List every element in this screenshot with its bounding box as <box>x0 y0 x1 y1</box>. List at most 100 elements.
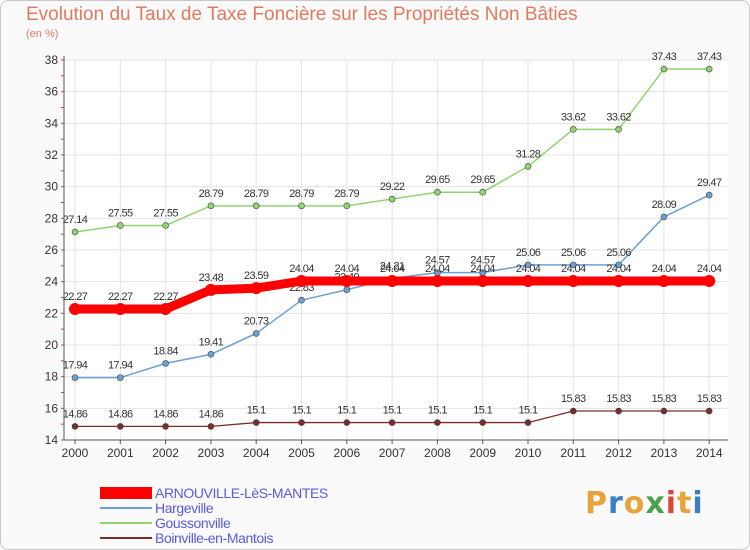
data-point <box>524 261 532 269</box>
data-label: 28.79 <box>335 188 360 200</box>
data-label: 29.47 <box>697 177 722 189</box>
data-label: 24.04 <box>652 263 677 275</box>
x-tick-label: 2000 <box>62 446 89 460</box>
data-label: 24.57 <box>425 255 450 267</box>
data-point <box>612 275 625 288</box>
legend-item: Hargeville <box>100 500 214 516</box>
data-label: 27.55 <box>108 207 133 219</box>
x-tick-label: 2014 <box>696 446 723 460</box>
x-tick-label: 2008 <box>424 446 451 460</box>
data-label: 28.79 <box>199 188 224 200</box>
data-label: 15.1 <box>428 405 447 417</box>
data-point <box>252 419 260 426</box>
data-point <box>298 202 305 210</box>
data-point <box>434 188 441 196</box>
data-label: 24.04 <box>380 263 405 275</box>
data-point <box>524 163 532 170</box>
y-tick-label: 16 <box>45 401 59 415</box>
y-tick-label: 18 <box>45 370 59 384</box>
legend-label: Goussonville <box>155 515 231 531</box>
logo-letter: t <box>677 486 693 521</box>
data-label: 24.04 <box>516 263 541 275</box>
data-label: 27.14 <box>63 214 88 226</box>
data-label: 15.83 <box>561 393 586 405</box>
data-label: 25.06 <box>516 247 541 259</box>
data-label: 17.94 <box>108 360 133 372</box>
data-label: 24.04 <box>335 263 360 275</box>
data-label: 15.83 <box>606 393 631 405</box>
data-point <box>476 275 489 288</box>
x-tick-label: 2005 <box>288 446 315 460</box>
data-label: 29.22 <box>380 181 405 193</box>
x-tick-label: 2006 <box>333 446 360 460</box>
data-point <box>207 423 215 430</box>
series-goussonville: 27.14 27.55 27.55 28.79 28.79 28.79 28.79 29.22… <box>63 51 723 236</box>
data-point <box>479 188 487 196</box>
data-point <box>660 213 668 221</box>
data-label: 24.04 <box>425 263 450 275</box>
data-point <box>479 419 487 426</box>
data-point <box>71 374 79 381</box>
data-point <box>343 202 351 210</box>
y-tick-label: 22 <box>45 306 59 320</box>
data-label: 22.27 <box>63 291 88 303</box>
data-label: 14.86 <box>108 408 133 420</box>
data-point <box>615 261 622 269</box>
data-point <box>162 360 169 367</box>
data-point <box>162 222 169 229</box>
data-point <box>117 374 124 381</box>
x-tick-label: 2002 <box>152 446 179 460</box>
data-point <box>705 191 713 199</box>
data-label: 19.41 <box>199 336 224 348</box>
data-point <box>431 275 444 288</box>
x-tick-label: 2003 <box>198 446 225 460</box>
data-point <box>343 286 351 294</box>
data-label: 27.55 <box>153 207 178 219</box>
logo-letter: i <box>692 486 704 521</box>
x-tick-label: 2007 <box>379 446 406 460</box>
data-point <box>114 303 127 316</box>
y-tick-label: 26 <box>45 243 59 257</box>
data-point <box>69 303 81 316</box>
data-point <box>159 303 172 316</box>
data-point <box>71 423 79 430</box>
legend-label: Boinville-en-Mantois <box>155 530 273 546</box>
data-label: 33.62 <box>606 111 631 123</box>
x-tick-label: 2009 <box>469 446 496 460</box>
data-point <box>657 275 670 288</box>
logo-letter: o <box>623 486 646 521</box>
data-point <box>615 126 622 133</box>
data-point <box>705 65 713 73</box>
data-point <box>524 419 532 426</box>
data-point <box>117 423 124 430</box>
data-point <box>569 407 577 415</box>
data-label: 24.21 <box>380 260 405 272</box>
y-tick-label: 20 <box>45 338 59 352</box>
y-tick-label: 32 <box>45 148 59 162</box>
data-label: 24.04 <box>697 263 722 275</box>
data-point <box>705 407 713 415</box>
data-label: 24.04 <box>289 263 314 275</box>
data-point <box>522 275 534 288</box>
data-label: 18.84 <box>153 345 178 357</box>
data-label: 20.73 <box>244 315 269 327</box>
data-point <box>343 419 351 426</box>
y-tick-label: 36 <box>45 85 59 99</box>
data-label: 25.06 <box>606 247 631 259</box>
data-label: 29.65 <box>425 174 450 186</box>
legend-label: Hargeville <box>155 500 214 516</box>
data-point <box>340 275 353 288</box>
data-point <box>117 222 124 229</box>
chart-subtitle: (en %) <box>26 28 59 40</box>
data-point <box>250 282 263 295</box>
x-tick-label: 2013 <box>651 446 678 460</box>
data-label: 22.27 <box>108 291 133 303</box>
x-tick-label: 2012 <box>605 446 632 460</box>
data-label: 14.86 <box>199 408 224 420</box>
x-tick-label: 2004 <box>243 446 270 460</box>
data-label: 15.83 <box>652 393 677 405</box>
data-point <box>252 330 260 337</box>
data-point <box>660 407 668 415</box>
logo-letter: P <box>585 486 608 521</box>
